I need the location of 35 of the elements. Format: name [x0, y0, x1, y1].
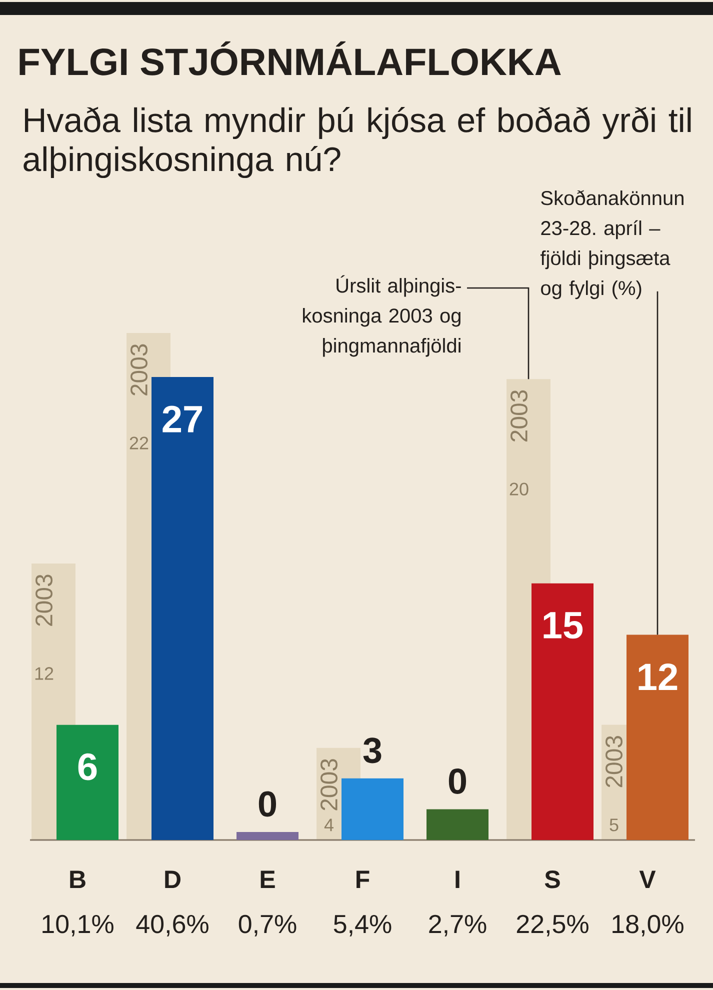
data-label: 12 — [35, 667, 54, 680]
x-tick-label: B — [70, 870, 86, 888]
text: 2003 — [606, 736, 622, 788]
annotation: 3 — [363, 738, 382, 764]
annotation: 0 — [448, 768, 466, 794]
x-tick-label: D — [165, 870, 180, 888]
data-label: 22,5% — [516, 914, 588, 936]
data-label: 0,7% — [238, 914, 296, 936]
series-label: 2003 — [130, 344, 148, 396]
data-label: 4 — [324, 818, 334, 832]
x-tick-label: E — [260, 870, 275, 888]
data-label: 20 — [510, 482, 528, 496]
annotation: 6 — [78, 753, 97, 780]
text: 2003 — [36, 574, 52, 626]
text: 2003 — [320, 759, 338, 810]
text: Skoðanakönnun 23-28. apríl – fjöldi þingsæta og fylgi (%) — [540, 190, 684, 300]
chart-subtitle: Hvaða lista myndir þú kjósa ef boðað yrði til alþingiskosninga nú? — [24, 106, 691, 178]
data-label: 18,0% — [612, 914, 684, 936]
data-label: 5 — [610, 818, 618, 832]
x-tick-label: V — [639, 870, 656, 888]
text: 2003 — [510, 390, 528, 442]
data-label: 5,4% — [334, 914, 392, 936]
x-tick-label: I — [456, 870, 460, 888]
annotation: 0 — [258, 791, 276, 817]
data-label: 40,6% — [136, 914, 208, 936]
annotation: 27 — [162, 406, 202, 432]
chart-title: FYLGI STJÓRNMÁLAFLOKKA — [20, 41, 561, 76]
annotation: 15 — [544, 612, 583, 639]
data-label: 10,1% — [42, 914, 114, 936]
data-label: 2,7% — [429, 914, 486, 936]
text: Úrslit alþingis-kosninga 2003 og þingmannafjöldi — [303, 275, 461, 357]
x-tick-label: S — [544, 870, 560, 888]
data-label: 22 — [130, 436, 148, 450]
annotation: 12 — [638, 663, 678, 690]
x-tick-label: F — [356, 870, 370, 888]
